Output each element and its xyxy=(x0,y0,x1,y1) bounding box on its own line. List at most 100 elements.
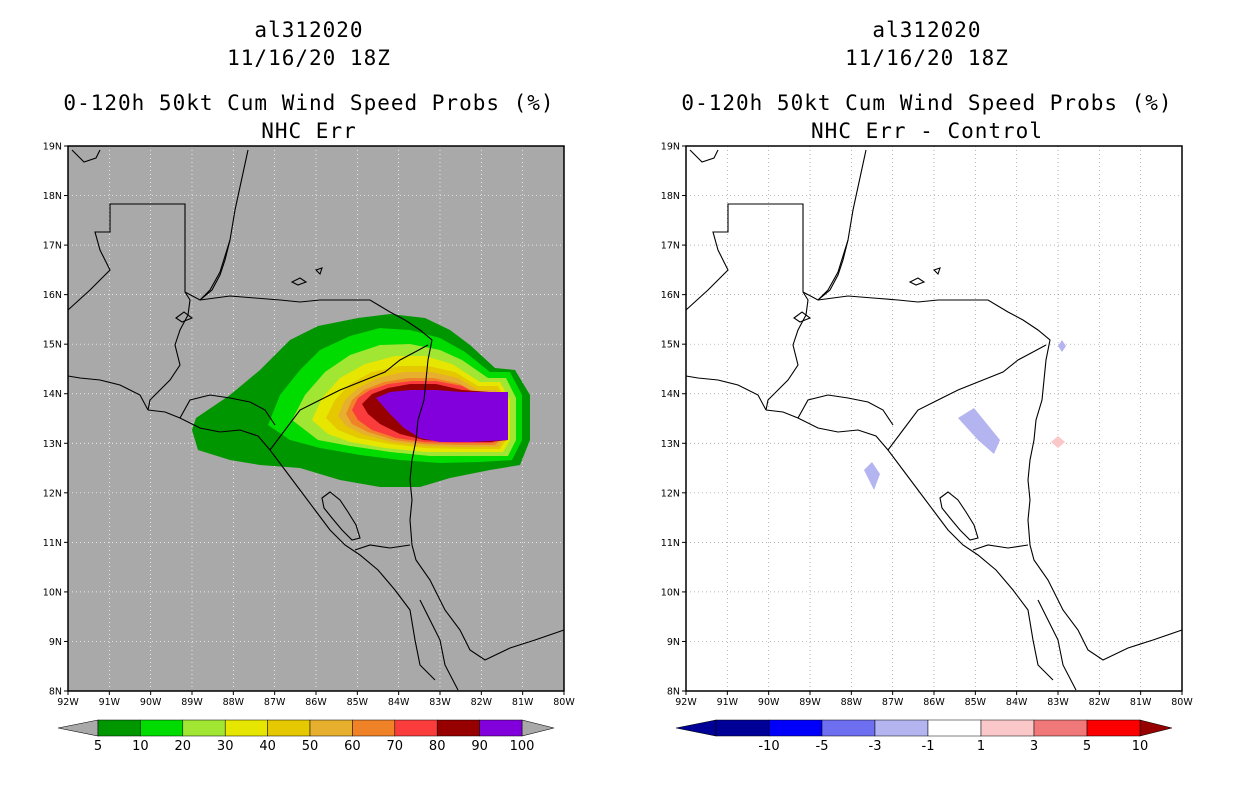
lake-or-island xyxy=(939,491,979,541)
lon-label: 92W xyxy=(57,697,79,708)
negative-patch-north xyxy=(1058,340,1066,352)
lat-label: 16N xyxy=(43,290,62,301)
lon-label: 81W xyxy=(512,697,534,708)
product-title: 0-120h 50kt Cum Wind Speed Probs (%) xyxy=(63,91,555,115)
difference-patches xyxy=(864,340,1066,490)
lake-or-island xyxy=(419,599,459,691)
lake-or-island xyxy=(290,277,308,286)
colorbar-swatch xyxy=(267,719,311,737)
colorbar-swatch xyxy=(1033,719,1088,737)
lake-or-island xyxy=(793,311,812,323)
subtitle: NHC Err xyxy=(261,119,357,143)
storm-id-title: al312020 xyxy=(872,18,982,42)
coastline-segment xyxy=(685,149,867,311)
coastlines xyxy=(685,149,1183,691)
lon-label: 91W xyxy=(99,697,121,708)
colorbar-label: 3 xyxy=(1030,739,1038,754)
negative-patch-large xyxy=(958,408,1000,454)
lat-label: 15N xyxy=(43,340,62,351)
lon-label: 87W xyxy=(264,697,286,708)
lon-label: 90W xyxy=(140,697,162,708)
colorbar: 5 10 20 30 40 50 60 70 80 90 100 xyxy=(57,719,555,754)
lon-label: 89W xyxy=(181,697,203,708)
lat-label: 12N xyxy=(43,488,62,499)
coastline-segment xyxy=(887,344,1047,451)
lon-label: 80W xyxy=(1171,697,1193,708)
coastline-segment xyxy=(67,149,249,311)
colorbar-label: 10 xyxy=(132,739,149,754)
colorbar-swatch xyxy=(309,719,353,737)
lon-label: 86W xyxy=(923,697,945,708)
colorbar-label: 20 xyxy=(175,739,192,754)
lon-label: 89W xyxy=(799,697,821,708)
product-title: 0-120h 50kt Cum Wind Speed Probs (%) xyxy=(681,91,1173,115)
colorbar-left-triangle xyxy=(57,719,99,737)
coastline-segment xyxy=(179,394,276,426)
colorbar-label: 30 xyxy=(217,739,234,754)
coastline-segment xyxy=(71,149,101,163)
datetime-title: 11/16/20 18Z xyxy=(845,46,1009,70)
colorbar-swatch xyxy=(980,719,1035,737)
lake-or-island xyxy=(908,277,926,286)
lat-label: 14N xyxy=(661,389,680,400)
coastline-segment xyxy=(199,239,231,301)
lat-label: 19N xyxy=(43,142,62,153)
lat-label: 12N xyxy=(661,488,680,499)
lon-label: 91W xyxy=(717,697,739,708)
lon-label: 80W xyxy=(553,697,575,708)
colorbar-label: 40 xyxy=(259,739,276,754)
colorbar-swatch xyxy=(874,719,929,737)
coastline-segment xyxy=(147,291,191,411)
colorbar-swatch xyxy=(479,719,523,737)
positive-patch xyxy=(1051,436,1065,448)
colorbar-label: 5 xyxy=(1083,739,1091,754)
colorbar-left-triangle xyxy=(675,719,717,737)
colorbar-swatch xyxy=(97,719,141,737)
lon-label: 88W xyxy=(223,697,245,708)
lon-label: 84W xyxy=(388,697,410,708)
lon-label: 92W xyxy=(675,697,697,708)
lat-label: 11N xyxy=(661,538,680,549)
lon-label: 88W xyxy=(841,697,863,708)
colorbar-label: -1 xyxy=(922,739,935,754)
coastline-segment xyxy=(689,149,719,163)
lat-label: 19N xyxy=(661,142,680,153)
datetime-title: 11/16/20 18Z xyxy=(227,46,391,70)
colorbar-label: -3 xyxy=(869,739,882,754)
lat-label: 10N xyxy=(43,587,62,598)
coastline-segment xyxy=(765,291,809,411)
coastline-segment xyxy=(147,409,436,681)
lon-label: 85W xyxy=(347,697,369,708)
lake-or-island xyxy=(314,267,323,276)
colorbar-swatch xyxy=(768,719,823,737)
negative-patch-small xyxy=(864,462,880,490)
lon-label: 84W xyxy=(1006,697,1028,708)
lat-label: 16N xyxy=(661,290,680,301)
coastline-segment xyxy=(685,375,767,411)
lat-label: 11N xyxy=(43,538,62,549)
lake-or-island xyxy=(321,491,361,541)
colorbar-swatch xyxy=(715,719,770,737)
coastline-segment xyxy=(972,544,1029,551)
colorbar-label: 80 xyxy=(429,739,446,754)
coastline-segment xyxy=(797,394,894,426)
colorbar-swatch xyxy=(352,719,396,737)
lon-label: 83W xyxy=(429,697,451,708)
lat-label: 10N xyxy=(661,587,680,598)
colorbar-label: 90 xyxy=(471,739,488,754)
coastlines xyxy=(67,149,565,691)
colorbar-swatch xyxy=(140,719,184,737)
colorbar-label: 5 xyxy=(94,739,102,754)
lat-label: 15N xyxy=(661,340,680,351)
lat-label: 17N xyxy=(661,241,680,252)
colorbar-swatch xyxy=(436,719,480,737)
colorbar-label: 60 xyxy=(344,739,361,754)
colorbar-swatch xyxy=(224,719,268,737)
subtitle: NHC Err - Control xyxy=(811,119,1043,143)
lon-label: 85W xyxy=(965,697,987,708)
lat-label: 14N xyxy=(43,389,62,400)
